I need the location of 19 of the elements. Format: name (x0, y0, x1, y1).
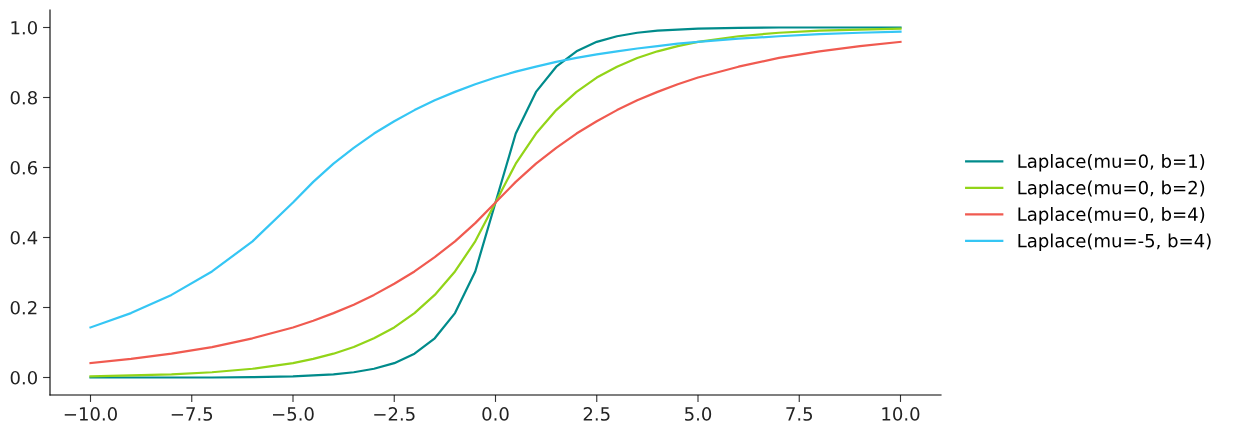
x-tick-label: −2.5 (374, 407, 415, 421)
y-tick-label: 0.4 (10, 230, 38, 245)
legend-label: Laplace(mu=-5, b=4) (1018, 233, 1211, 251)
legend-label: Laplace(mu=0, b=1) (1018, 154, 1205, 172)
legend-label: Laplace(mu=0, b=2) (1018, 180, 1205, 198)
y-tick-label: 0.8 (10, 90, 37, 105)
x-tick-label: −5.0 (272, 407, 314, 421)
y-tick-label: 0.0 (10, 370, 37, 385)
y-tick-label: 0.2 (10, 300, 37, 315)
legend-label: Laplace(mu=0, b=4) (1018, 207, 1205, 225)
x-tick-label: −7.5 (171, 407, 213, 421)
x-tick-label: 5.0 (685, 407, 712, 421)
x-tick-label: 2.5 (583, 407, 610, 421)
x-tick-label: 0.0 (482, 407, 509, 421)
y-tick-label: 1.0 (11, 20, 37, 35)
x-tick-label: −10.0 (64, 407, 117, 421)
x-tick-label: 10.0 (882, 407, 920, 421)
x-tick-label: 7.5 (786, 407, 813, 421)
y-tick-label: 0.6 (10, 160, 38, 175)
